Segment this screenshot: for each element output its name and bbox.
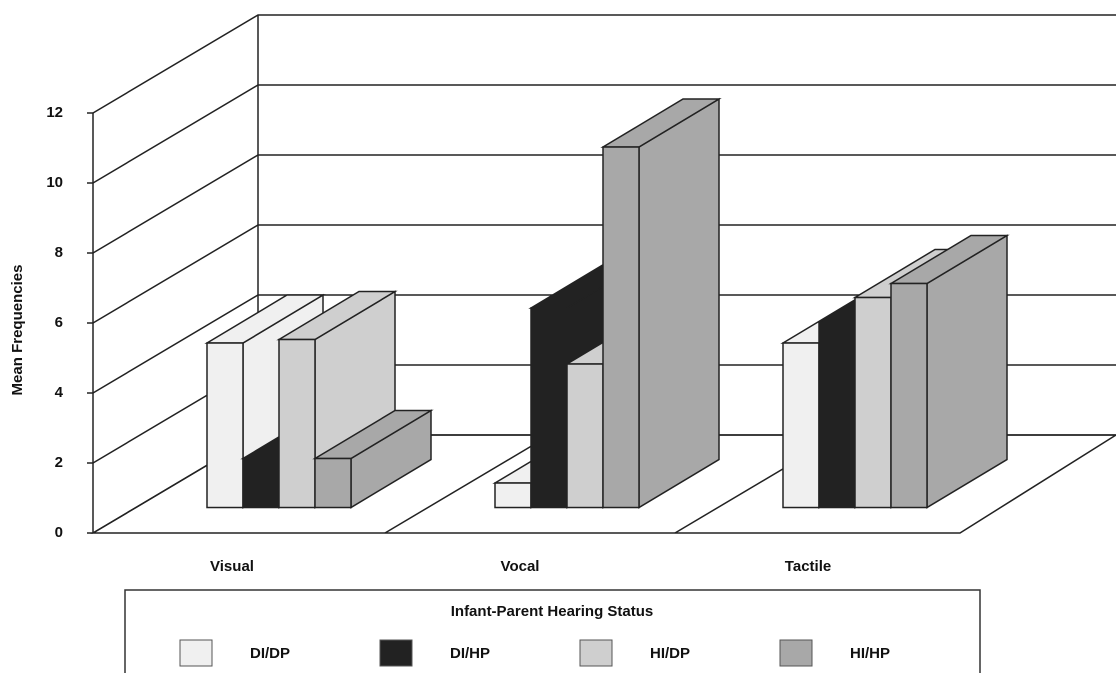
x-tick-label: Vocal xyxy=(501,558,540,575)
grid-line xyxy=(92,224,1116,324)
y-tick-label: 0 xyxy=(55,524,63,541)
bar-side xyxy=(638,97,720,509)
y-tick-label: 4 xyxy=(55,384,64,401)
grid-line xyxy=(92,154,1116,254)
y-tick-label: 10 xyxy=(46,174,63,191)
bar xyxy=(530,307,568,509)
bar xyxy=(854,296,892,509)
legend-swatch xyxy=(179,639,213,667)
legend-swatch xyxy=(779,639,813,667)
bar xyxy=(278,338,316,509)
grid-line xyxy=(92,14,1116,114)
floor-divider xyxy=(384,434,551,534)
bar xyxy=(494,482,532,509)
legend-box xyxy=(124,589,981,678)
legend-swatch xyxy=(579,639,613,667)
grid-line xyxy=(92,84,1116,184)
legend-title: Infant-Parent Hearing Status xyxy=(451,603,654,620)
bar xyxy=(314,457,352,509)
bar xyxy=(602,146,640,509)
legend-label: DI/DP xyxy=(250,645,290,662)
legend-label: DI/HP xyxy=(450,645,490,662)
x-tick-label: Tactile xyxy=(785,558,831,575)
x-tick-label: Visual xyxy=(210,558,254,575)
y-tick-label: 12 xyxy=(46,104,63,121)
bar xyxy=(818,321,856,509)
bar xyxy=(242,457,280,509)
legend-label: HI/HP xyxy=(850,645,890,662)
y-tick-label: 2 xyxy=(55,454,63,471)
y-axis-label: Mean Frequencies xyxy=(9,265,26,396)
bar xyxy=(782,342,820,509)
y-tick-label: 8 xyxy=(55,244,63,261)
legend-swatch xyxy=(379,639,413,667)
y-tick-label: 6 xyxy=(55,314,63,331)
bar xyxy=(890,282,928,509)
legend-label: HI/DP xyxy=(650,645,690,662)
grid-line xyxy=(92,294,1116,394)
bar xyxy=(566,363,604,509)
bar xyxy=(206,342,244,509)
